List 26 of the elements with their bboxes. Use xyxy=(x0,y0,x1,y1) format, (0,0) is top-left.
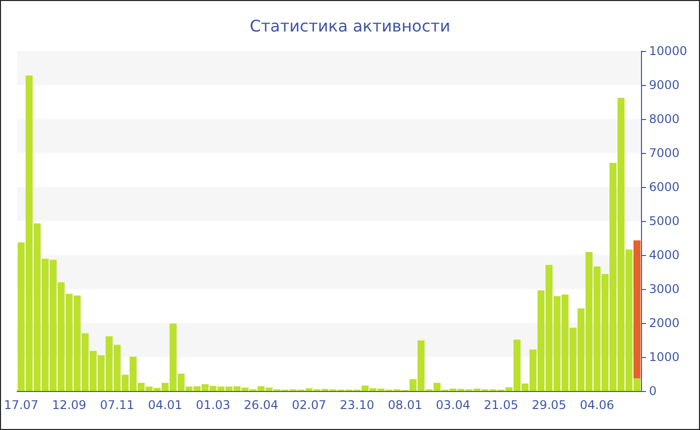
y-tick-label: 2000 xyxy=(649,316,680,330)
x-tick-label: 26.04 xyxy=(244,398,278,412)
y-tick-label: 10000 xyxy=(649,44,688,58)
x-tick-label: 08.01 xyxy=(388,398,422,412)
y-tick-label: 3000 xyxy=(649,282,680,296)
x-tick-label: 29.05 xyxy=(532,398,566,412)
x-tick-label: 04.06 xyxy=(580,398,614,412)
x-tick-label: 07.11 xyxy=(100,398,134,412)
x-tick-label: 03.04 xyxy=(436,398,470,412)
x-tick-label: 04.01 xyxy=(148,398,182,412)
y-tick-label: 8000 xyxy=(649,112,680,126)
y-tick-label: 5000 xyxy=(649,214,680,228)
y-tick-label: 0 xyxy=(649,384,657,398)
y-tick-label: 9000 xyxy=(649,78,680,92)
y-tick-label: 4000 xyxy=(649,248,680,262)
y-tick-label: 6000 xyxy=(649,180,680,194)
chart-title: Статистика активности xyxy=(250,16,450,36)
x-tick-label: 01.03 xyxy=(196,398,230,412)
x-tick-label: 23.10 xyxy=(340,398,374,412)
bar xyxy=(633,240,641,378)
y-tick-label: 1000 xyxy=(649,350,680,364)
x-tick-label: 21.05 xyxy=(484,398,518,412)
x-tick-label: 12.09 xyxy=(52,398,86,412)
x-tick-label: 02.07 xyxy=(292,398,326,412)
x-tick-label: 17.07 xyxy=(4,398,38,412)
y-tick-label: 7000 xyxy=(649,146,680,160)
